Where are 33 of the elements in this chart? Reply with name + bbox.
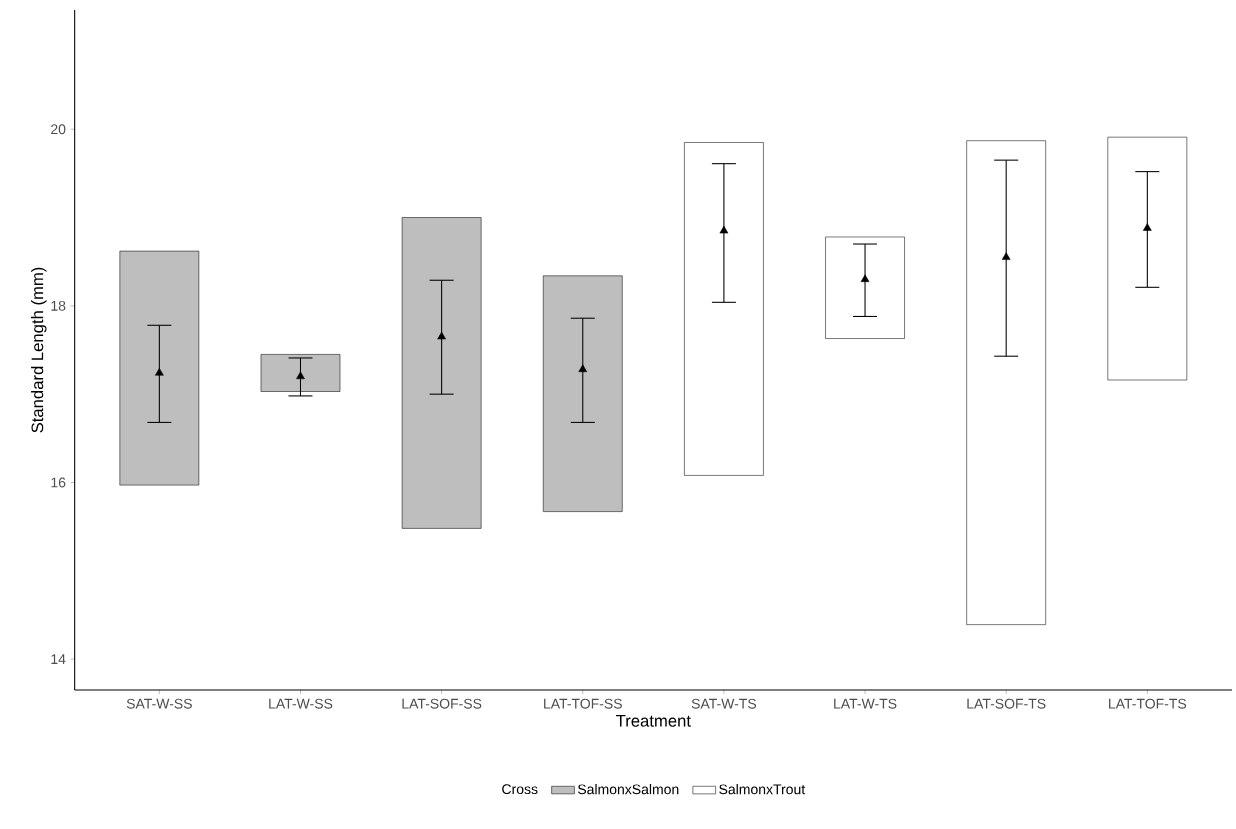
bar (684, 142, 764, 476)
x-tick-label: LAT-TOF-SS (544, 698, 622, 709)
y-axis-title: Standard Length (mm) (31, 267, 47, 433)
point (1001, 252, 1011, 260)
point (719, 225, 729, 234)
x-axis-title: Treatment (616, 714, 691, 727)
x-tick-label: SAT-W-SS (126, 698, 192, 709)
point (155, 367, 164, 376)
bar (260, 353, 341, 392)
y-tick-label: 18 (51, 300, 66, 311)
bar (401, 217, 482, 529)
x-tick-label: SAT-W-TS (691, 698, 757, 709)
point (860, 274, 870, 282)
point (437, 331, 446, 340)
x-tick-label: LAT-SOF-TS (967, 698, 1046, 709)
point (578, 364, 588, 372)
x-tick-label: LAT-W-TS (834, 698, 897, 709)
bar (1107, 136, 1188, 381)
bar (966, 140, 1046, 625)
bar (119, 250, 200, 486)
x-tick-label: LAT-TOF-TS (1109, 698, 1187, 709)
point (1143, 223, 1152, 231)
y-tick-label: 20 (51, 124, 66, 135)
y-tick-label: 14 (51, 654, 66, 664)
bar (825, 236, 905, 339)
x-tick-label: LAT-W-SS (269, 698, 333, 709)
x-tick-label: LAT-SOF-SS (402, 698, 482, 709)
legend-label: SalmonxTrout (719, 783, 806, 795)
legend-title: Cross (502, 784, 538, 794)
y-tick-label: 16 (51, 477, 66, 488)
legend-label: SalmonxSalmon (577, 783, 679, 795)
bar (542, 275, 623, 512)
point (296, 371, 305, 379)
